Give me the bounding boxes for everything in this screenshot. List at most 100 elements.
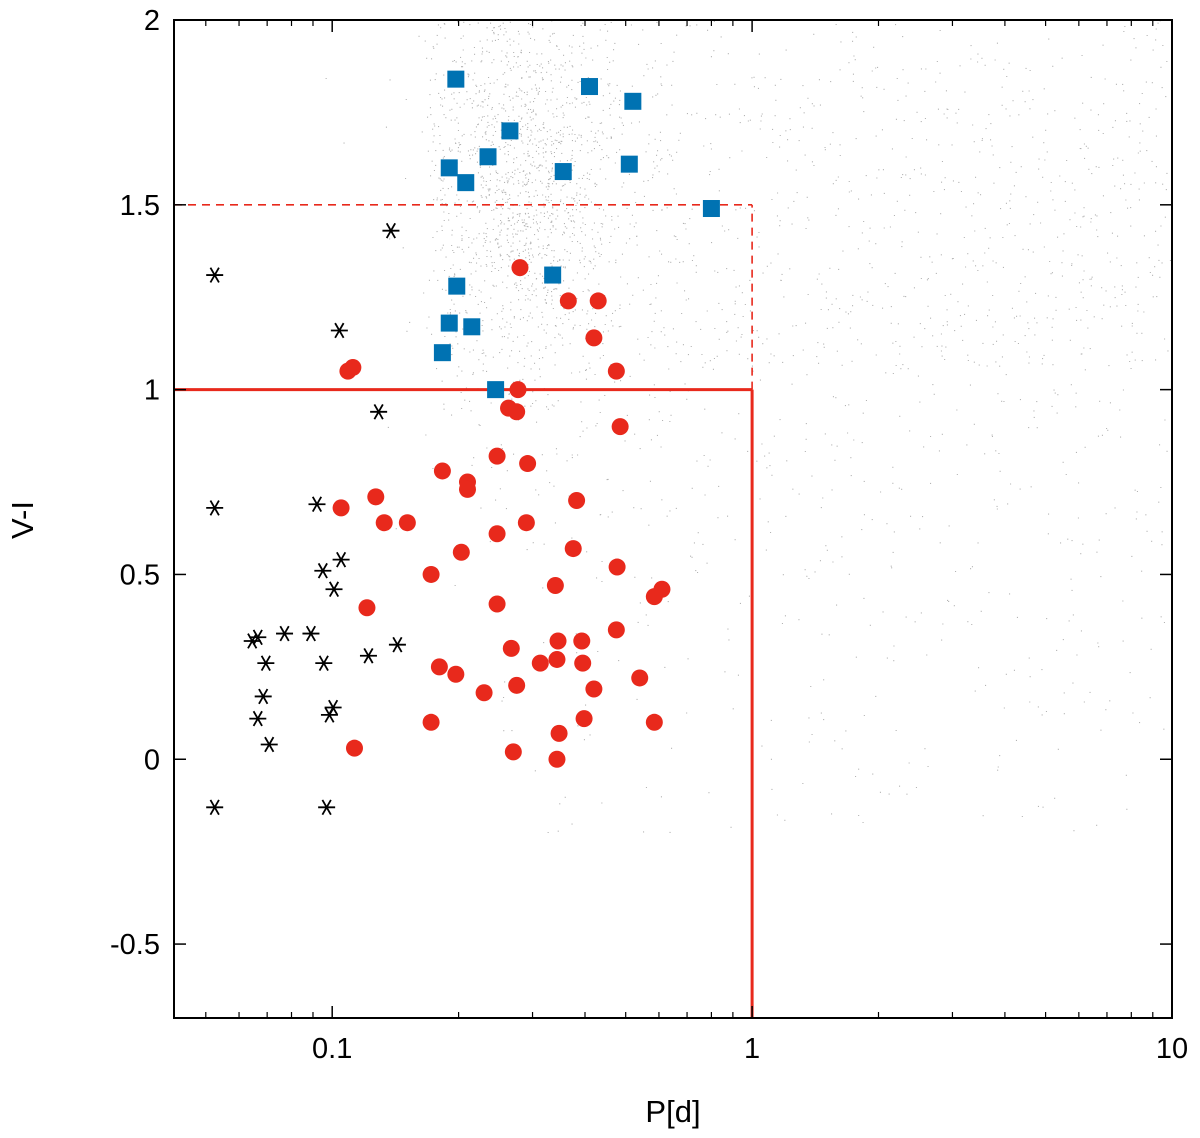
- square-point: [433, 344, 451, 362]
- star-point: [370, 403, 388, 420]
- star-point: [249, 710, 267, 727]
- circle-point: [645, 588, 663, 606]
- circle-point: [508, 403, 526, 421]
- star-point: [315, 655, 333, 671]
- star-point: [206, 799, 224, 816]
- x-tick-label: 0.1: [312, 1033, 352, 1065]
- circle-point: [422, 713, 440, 731]
- y-tick-label: 2: [144, 5, 160, 37]
- circle-point: [458, 480, 476, 498]
- circle-point: [504, 743, 522, 761]
- circle-point: [559, 292, 577, 310]
- circle-point: [430, 658, 448, 676]
- star-point: [206, 500, 224, 516]
- star-point: [308, 496, 326, 513]
- square-point: [702, 200, 720, 218]
- circle-point: [398, 514, 416, 532]
- square-point: [479, 148, 497, 166]
- square-point: [457, 174, 475, 192]
- star-point: [257, 655, 275, 671]
- circle-point: [519, 455, 537, 473]
- circle-point: [549, 632, 567, 650]
- star-point: [330, 322, 348, 339]
- square-point: [448, 277, 466, 295]
- star-point: [332, 551, 350, 568]
- star-point: [260, 736, 278, 753]
- circle-point: [645, 713, 663, 731]
- circle-point: [447, 665, 465, 683]
- square-point: [487, 381, 505, 399]
- y-tick-label: 0.5: [120, 559, 160, 591]
- circle-point: [573, 632, 591, 650]
- circle-point: [568, 492, 586, 510]
- star-point: [249, 629, 267, 646]
- square-point: [581, 78, 599, 96]
- circle-point: [548, 650, 566, 668]
- square-point: [501, 122, 519, 140]
- circle-point: [517, 514, 535, 532]
- circle-point: [488, 525, 506, 543]
- circle-point: [488, 595, 506, 613]
- y-axis-label: V-I: [5, 501, 40, 539]
- circle-point: [575, 710, 593, 728]
- data-points: [206, 70, 720, 816]
- star-point: [243, 633, 261, 649]
- circle-point: [589, 292, 607, 310]
- circle-point: [574, 654, 592, 672]
- circle-point: [332, 499, 350, 517]
- circle-point: [564, 540, 582, 558]
- square-point: [554, 163, 572, 181]
- plot-frame: [173, 19, 1173, 1019]
- y-tick-label: 1.5: [120, 190, 160, 222]
- circle-point: [475, 684, 493, 702]
- circle-point: [548, 750, 566, 768]
- circle-point: [433, 462, 451, 480]
- star-point: [254, 688, 272, 705]
- circle-point: [452, 543, 470, 561]
- background-star-cloud: [325, 20, 1172, 834]
- circle-point: [422, 565, 440, 583]
- y-tick-label: 1: [144, 375, 160, 407]
- circle-point: [546, 577, 564, 595]
- circle-point: [367, 488, 385, 506]
- x-tick-label: 10: [1156, 1033, 1188, 1065]
- circle-point: [531, 654, 549, 672]
- square-point: [544, 266, 562, 284]
- square-point: [463, 318, 481, 336]
- square-point: [440, 314, 458, 332]
- circle-point: [509, 381, 527, 399]
- x-tick-label: 1: [744, 1033, 760, 1065]
- square-point: [624, 92, 642, 110]
- circle-point: [339, 362, 357, 380]
- circle-point: [585, 329, 603, 347]
- circle-point: [358, 599, 376, 617]
- axes: 0.1 1 10 -0.5 0 0.5 1 1.5 2: [110, 5, 1188, 1065]
- circle-point: [607, 621, 625, 639]
- circle-point: [611, 418, 629, 436]
- square-point: [440, 159, 458, 177]
- star-point: [318, 799, 336, 816]
- y-tick-label: 0: [144, 744, 160, 776]
- star-point: [359, 647, 377, 664]
- y-tick-label: -0.5: [110, 929, 160, 961]
- star-point: [320, 707, 338, 723]
- circle-point: [488, 447, 506, 465]
- star-point: [302, 625, 320, 642]
- circle-point: [345, 739, 363, 757]
- star-point: [388, 636, 406, 653]
- circle-point: [631, 669, 649, 687]
- x-axis-label: P[d]: [645, 1094, 700, 1129]
- circle-point: [502, 639, 520, 657]
- background-dots: [325, 20, 1172, 834]
- star-point: [382, 222, 400, 239]
- circle-point: [550, 724, 568, 742]
- circle-point: [511, 259, 529, 277]
- circle-point: [375, 514, 393, 532]
- star-point: [206, 267, 224, 283]
- star-point: [325, 581, 343, 598]
- selection-box-lines: [174, 204, 754, 1018]
- star-point: [314, 562, 332, 579]
- circle-point: [585, 680, 603, 698]
- circle-point: [508, 676, 526, 694]
